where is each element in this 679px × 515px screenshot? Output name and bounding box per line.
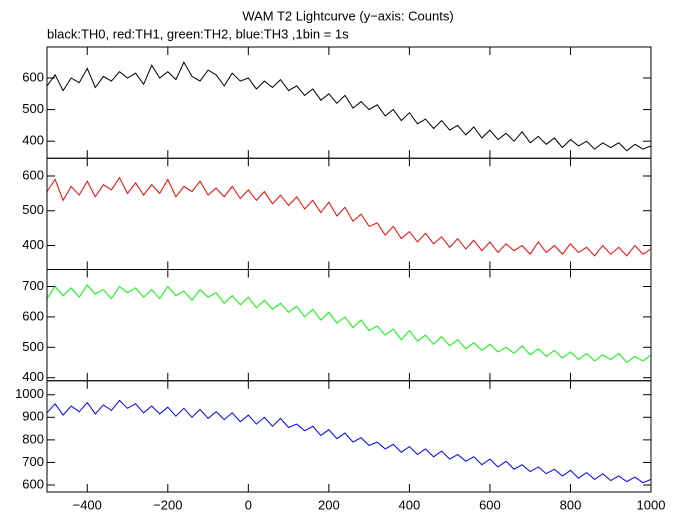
y-tick-label: 600 [22,476,44,491]
x-tick-label: 1000 [637,497,666,512]
x-tick-label: 400 [399,497,421,512]
y-tick-label: 500 [22,339,44,354]
y-tick-label: 600 [22,308,44,323]
data-line [46,61,652,152]
chart-title: WAM T2 Lightcurve (y−axis: Counts) [242,8,453,23]
x-tick-label: 200 [318,497,340,512]
y-tick-label: 700 [22,454,44,469]
x-tick-label: −200 [153,497,182,512]
x-tick-label: 600 [479,497,501,512]
chart-subtitle: black:TH0, red:TH1, green:TH2, blue:TH3 … [47,26,349,41]
y-tick-label: 600 [22,167,44,182]
y-tick-label: 400 [22,369,44,384]
x-tick-label: 0 [245,497,252,512]
y-tick-label: 500 [22,202,44,217]
x-tick-label: 800 [560,497,582,512]
y-tick-label: 400 [22,237,44,252]
y-tick-label: 700 [22,278,44,293]
data-line [46,284,652,364]
y-tick-label: 900 [22,409,44,424]
panel-frame [46,380,652,493]
data-line [46,176,652,257]
y-tick-label: 1000 [15,386,44,401]
data-line [46,399,652,484]
y-tick-label: 400 [22,133,44,148]
y-tick-label: 800 [22,431,44,446]
x-tick-label: −400 [73,497,102,512]
panel-frame [46,269,652,382]
y-tick-label: 600 [22,69,44,84]
y-tick-label: 500 [22,101,44,116]
